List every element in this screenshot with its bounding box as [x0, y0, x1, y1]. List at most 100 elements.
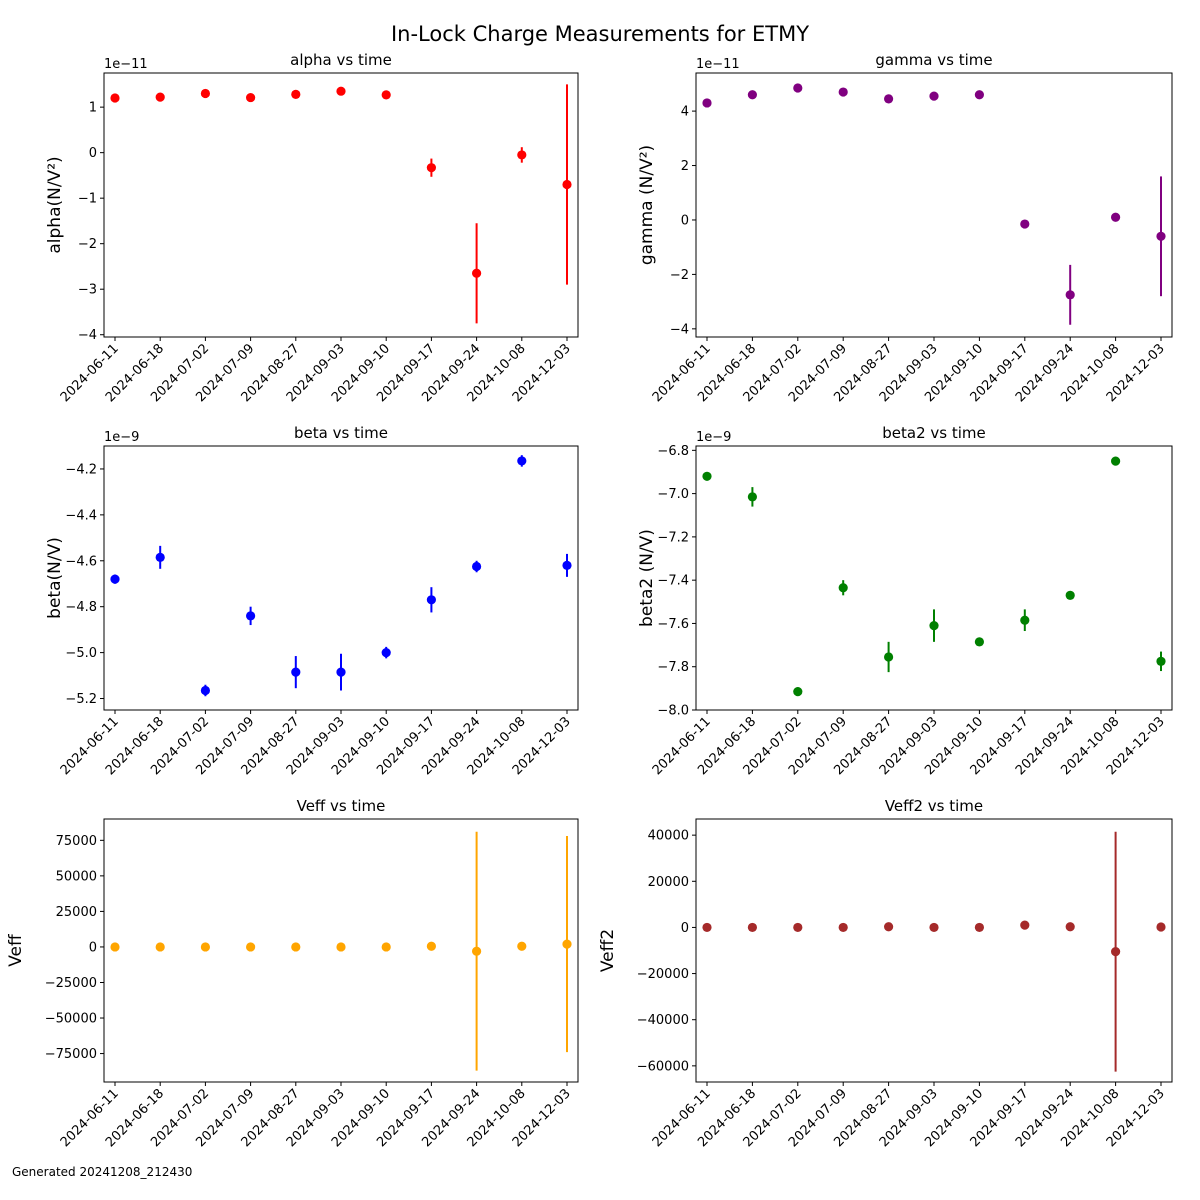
y-axis-label: alpha(N/V²) [45, 156, 65, 253]
y-offset-label: 1e−11 [696, 57, 740, 72]
y-tick-label: −2 [670, 268, 689, 283]
data-point [1020, 615, 1030, 625]
data-point [426, 595, 436, 605]
data-point [793, 83, 803, 93]
subplot-2: beta vs time 1e−9 −4.2 −4.4 −4.6 −4.8 −5.0 −5.2… [45, 424, 579, 778]
y-tick-label: −4.4 [65, 508, 97, 523]
data-point [336, 667, 346, 677]
subplot-3: beta2 vs time 1e−9 −6.8 −7.0 −7.2 −7.4 −7.6 −7.… [637, 424, 1173, 778]
data-point [1111, 212, 1121, 222]
y-tick-label: −6.8 [657, 444, 689, 459]
y-tick-label: 4 [681, 105, 689, 120]
data-point [702, 922, 712, 933]
y-tick-label: 0 [89, 146, 97, 161]
data-point [110, 574, 120, 584]
y-tick-label: 25000 [56, 905, 97, 920]
data-point [702, 98, 712, 108]
data-point [793, 687, 803, 697]
data-point [155, 552, 165, 562]
data-point [200, 942, 210, 952]
data-point [155, 942, 165, 952]
data-point [1065, 290, 1075, 300]
data-point [517, 456, 527, 466]
axes-frame [103, 72, 579, 338]
axes-frame [695, 72, 1173, 338]
y-tick-label: −4.6 [65, 554, 97, 569]
y-axis-label: beta(N/V) [45, 537, 65, 619]
data-point [426, 941, 436, 951]
y-tick-label: 40000 [648, 829, 689, 844]
data-point [562, 939, 572, 949]
data-point [562, 179, 572, 190]
y-tick-label: −1 [78, 192, 97, 207]
data-point [793, 922, 803, 933]
y-tick-label: 2 [681, 159, 689, 174]
subplot-5: Veff2 vs time 40000 20000 0 −20000 −40000 −600… [598, 797, 1173, 1150]
data-point [517, 150, 527, 160]
data-point [838, 922, 848, 933]
data-point [517, 941, 527, 951]
y-tick-label: −4 [78, 328, 97, 343]
data-point [472, 268, 482, 278]
data-point [838, 583, 848, 593]
data-point [838, 87, 848, 97]
data-point [472, 561, 482, 572]
y-tick-label: −25000 [45, 976, 97, 991]
y-tick-label: −8.0 [657, 704, 689, 719]
subplot-title: beta vs time [294, 424, 388, 442]
y-tick-label: −7.6 [657, 617, 689, 632]
subplot-4: Veff vs time 75000 50000 25000 0 −25000 −50000… [6, 797, 579, 1150]
y-tick-label: −3 [78, 283, 97, 298]
data-point [884, 94, 894, 104]
data-point [155, 92, 165, 102]
y-tick-label: 75000 [56, 834, 97, 849]
y-tick-label: −7.2 [657, 530, 689, 545]
subplot-title: Veff vs time [297, 797, 386, 815]
data-point [381, 90, 391, 100]
axes-frame [695, 445, 1173, 711]
y-tick-label: −4.8 [65, 600, 97, 615]
figure-title: In-Lock Charge Measurements for ETMY [390, 22, 810, 46]
y-tick-label: −4.2 [65, 462, 97, 477]
y-tick-label: −7.4 [657, 574, 689, 589]
y-offset-label: 1e−11 [104, 57, 148, 72]
data-point [110, 93, 120, 103]
data-point [381, 942, 391, 952]
data-point [246, 942, 256, 952]
data-point [1065, 922, 1075, 932]
data-point [336, 942, 346, 952]
data-point [291, 942, 301, 952]
data-point [974, 90, 985, 100]
data-point [336, 86, 346, 96]
data-point [1156, 656, 1166, 666]
y-tick-label: −60000 [637, 1059, 689, 1074]
y-tick-label: 0 [681, 213, 689, 228]
data-point [1111, 947, 1121, 957]
data-point [562, 560, 572, 570]
y-tick-label: 1 [89, 101, 97, 116]
axes-frame [695, 818, 1173, 1083]
data-point [884, 922, 894, 932]
y-tick-label: −2 [78, 237, 97, 252]
y-tick-label: 20000 [648, 875, 689, 890]
y-tick-label: −4 [670, 322, 689, 337]
subplot-title: beta2 vs time [882, 424, 985, 442]
data-point [747, 492, 758, 502]
data-point [1065, 590, 1075, 600]
subplot-title: Veff2 vs time [885, 797, 983, 815]
generated-timestamp: Generated 20241208_212430 [12, 1165, 193, 1179]
y-offset-label: 1e−9 [696, 430, 731, 445]
data-point [426, 163, 436, 173]
y-tick-label: −75000 [45, 1047, 97, 1062]
data-point [246, 611, 256, 621]
data-point [1020, 219, 1030, 229]
data-point [1111, 456, 1121, 466]
y-offset-label: 1e−9 [104, 430, 139, 445]
data-point [974, 922, 985, 933]
data-point [291, 89, 301, 99]
data-point [884, 652, 894, 662]
data-point [929, 621, 939, 631]
y-axis-label: gamma (N/V²) [637, 145, 657, 265]
data-point [974, 637, 985, 647]
